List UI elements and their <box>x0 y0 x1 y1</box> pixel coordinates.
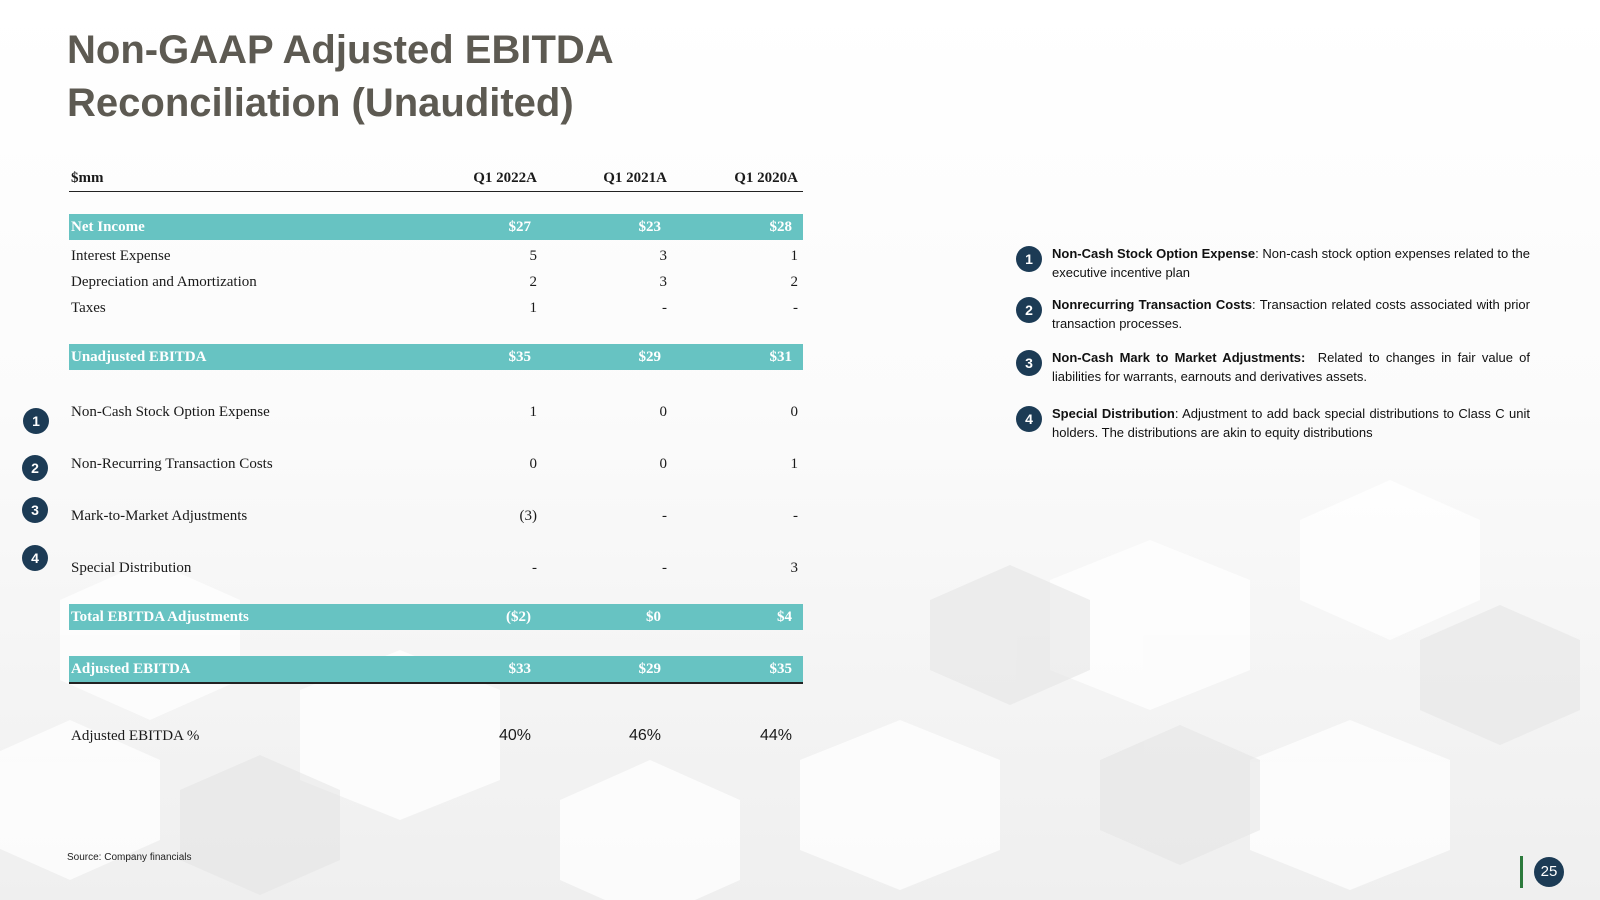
page-title: Non-GAAP Adjusted EBITDA Reconciliation … <box>67 28 613 125</box>
footnote-number: 2 <box>1016 297 1042 323</box>
cell-q1-2022: $35 <box>508 349 532 365</box>
row-net-income: Net Income $27 $23 $28 <box>69 214 803 240</box>
footnote-text: : Adjustment to add back special distrib… <box>1052 406 1530 440</box>
cell-q1-2022: 5 <box>529 248 538 264</box>
footnote-text: : Non-cash stock option expenses related… <box>1052 246 1530 280</box>
row-taxes: Taxes 1 - - <box>69 295 803 321</box>
footnote-text: Related to changes in fair value of liab… <box>1052 350 1534 384</box>
footnote-badge-1: 1 <box>23 408 49 434</box>
footnote-term: Non-Cash Stock Option Expense <box>1052 246 1256 261</box>
footnote-text: : Transaction related costs associated w… <box>1052 297 1530 331</box>
row-label: Depreciation and Amortization <box>71 274 257 290</box>
row-label: Taxes <box>71 300 106 316</box>
row-label: Adjusted EBITDA % <box>71 728 200 744</box>
header-q1-2021: Q1 2021A <box>603 170 667 186</box>
cell-q1-2021: $23 <box>638 219 662 235</box>
header-q1-2022: Q1 2022A <box>473 170 537 186</box>
cell-q1-2021: $0 <box>646 609 661 625</box>
cell-q1-2021: - <box>662 560 667 576</box>
cell-q1-2020: 1 <box>790 456 799 472</box>
footnote-number: 3 <box>1016 350 1042 376</box>
cell-q1-2022: 2 <box>529 274 538 290</box>
row-label: Net Income <box>71 219 145 235</box>
header-units: $mm <box>71 170 104 186</box>
footnote-badge-4: 4 <box>22 545 48 571</box>
cell-q1-2021: $29 <box>638 661 662 677</box>
cell-q1-2020: 3 <box>790 560 799 576</box>
cell-q1-2022: $27 <box>508 219 532 235</box>
source-note: Source: Company financials <box>67 852 192 863</box>
row-special-distribution: Special Distribution - - 3 <box>69 555 803 581</box>
row-mark-to-market: Mark-to-Market Adjustments (3) - - <box>69 503 803 529</box>
row-label: Special Distribution <box>71 560 192 576</box>
footnote-term: Special Distribution <box>1052 406 1175 421</box>
cell-q1-2022: ($2) <box>506 609 531 625</box>
cell-q1-2021: $29 <box>638 349 662 365</box>
footnote-badge-2: 2 <box>22 455 48 481</box>
footnote-term: Non-Cash Mark to Market Adjustments: <box>1052 350 1306 365</box>
row-interest-expense: Interest Expense 5 3 1 <box>69 243 803 269</box>
cell-q1-2020: 0 <box>790 404 799 420</box>
cell-q1-2022: (3) <box>519 508 538 524</box>
table-header-row: $mm Q1 2022A Q1 2021A Q1 2020A <box>69 165 803 192</box>
cell-q1-2021: 3 <box>659 274 668 290</box>
row-depreciation-amortization: Depreciation and Amortization 2 3 2 <box>69 269 803 295</box>
cell-q1-2020: - <box>793 508 798 524</box>
cell-q1-2022: - <box>532 560 537 576</box>
cell-q1-2022: 1 <box>529 300 538 316</box>
row-label: Total EBITDA Adjustments <box>71 609 249 625</box>
row-adjusted-ebitda-pct: Adjusted EBITDA % 40% 46% 44% <box>69 723 803 749</box>
cell-q1-2020: $35 <box>769 661 793 677</box>
footnote-number: 4 <box>1016 406 1042 432</box>
footnote-term: Nonrecurring Transaction Costs <box>1052 297 1253 312</box>
cell-q1-2021: 0 <box>659 456 668 472</box>
cell-q1-2020: $28 <box>769 219 793 235</box>
cell-q1-2022: 1 <box>529 404 538 420</box>
cell-q1-2022: $33 <box>508 661 532 677</box>
cell-q1-2022: 40% <box>498 727 531 744</box>
footnote-number: 1 <box>1016 246 1042 272</box>
row-label: Non-Recurring Transaction Costs <box>71 456 273 472</box>
cell-q1-2021: - <box>662 300 667 316</box>
cell-q1-2021: 0 <box>659 404 668 420</box>
row-label: Adjusted EBITDA <box>71 661 191 677</box>
cell-q1-2021: 46% <box>628 727 661 744</box>
cell-q1-2020: - <box>793 300 798 316</box>
row-label: Unadjusted EBITDA <box>71 349 207 365</box>
cell-q1-2020: 44% <box>759 727 792 744</box>
row-label: Mark-to-Market Adjustments <box>71 508 248 524</box>
row-label: Interest Expense <box>71 248 171 264</box>
row-total-adjustments: Total EBITDA Adjustments ($2) $0 $4 <box>69 604 803 630</box>
row-stock-option-expense: Non-Cash Stock Option Expense 1 0 0 <box>69 399 803 425</box>
cell-q1-2020: $4 <box>777 609 792 625</box>
page-number: 25 <box>1534 857 1564 887</box>
cell-q1-2021: 3 <box>659 248 668 264</box>
row-label: Non-Cash Stock Option Expense <box>71 404 270 420</box>
cell-q1-2020: 1 <box>790 248 799 264</box>
cell-q1-2021: - <box>662 508 667 524</box>
cell-q1-2020: 2 <box>790 274 799 290</box>
row-unadjusted-ebitda: Unadjusted EBITDA $35 $29 $31 <box>69 344 803 370</box>
header-q1-2020: Q1 2020A <box>734 170 798 186</box>
row-transaction-costs: Non-Recurring Transaction Costs 0 0 1 <box>69 451 803 477</box>
row-adjusted-ebitda: Adjusted EBITDA $33 $29 $35 <box>69 656 803 684</box>
cell-q1-2020: $31 <box>769 349 793 365</box>
cell-q1-2022: 0 <box>529 456 538 472</box>
footnote-badge-3: 3 <box>22 497 48 523</box>
page-number-divider <box>1520 856 1523 888</box>
